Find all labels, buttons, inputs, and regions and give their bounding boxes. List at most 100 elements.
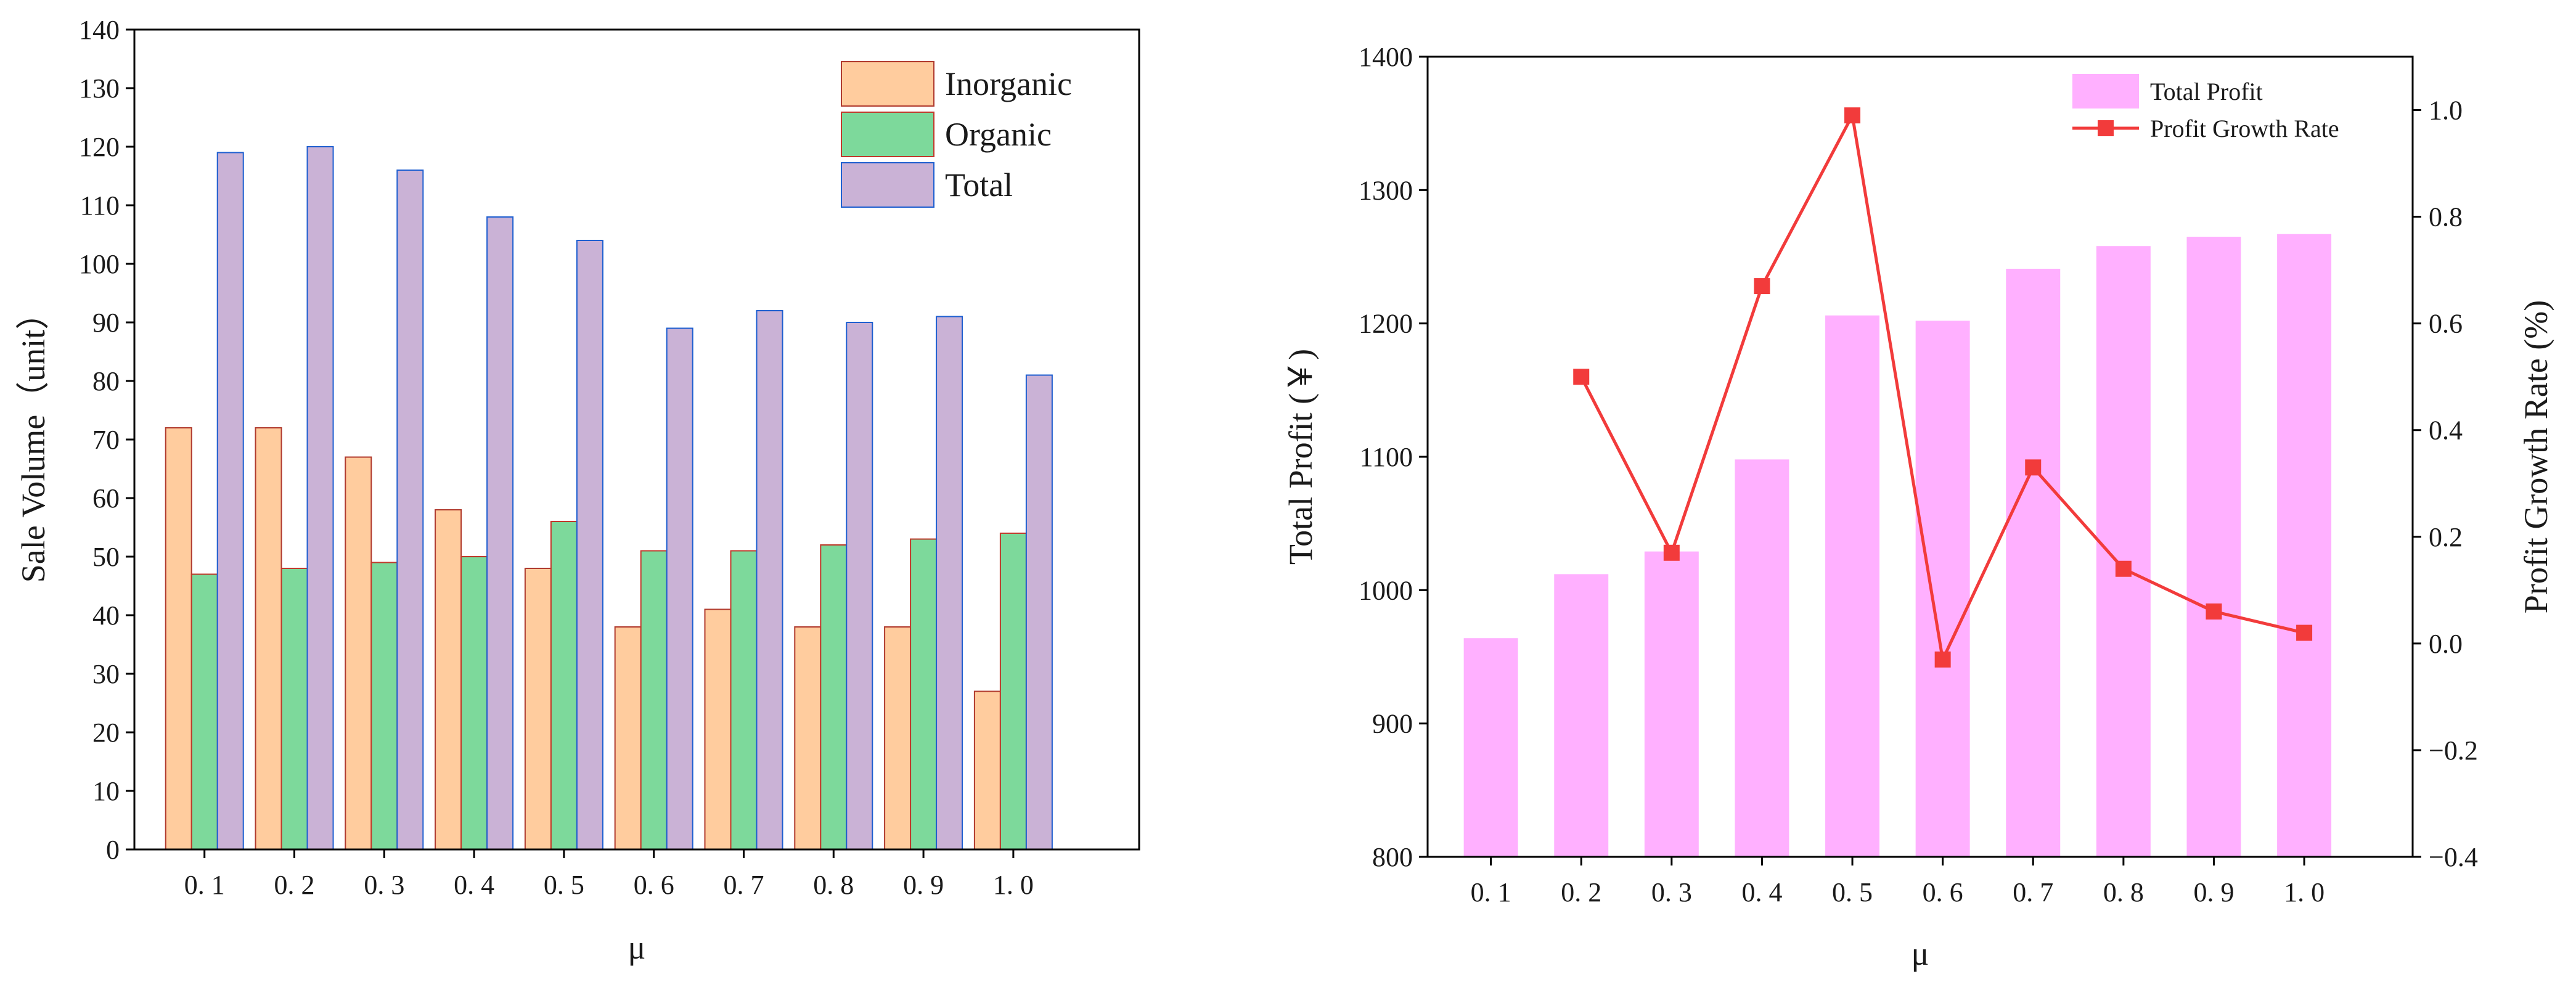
- y-tick-label: 70: [92, 425, 120, 455]
- bar-inorganic-1-0: [973, 690, 1001, 850]
- y2-tick-label: 1.0: [2429, 96, 2463, 126]
- point-profit-growth-0-5: [1844, 107, 1861, 124]
- legend-swatch-total: [841, 162, 934, 208]
- bar-total-profit-0-8: [2096, 246, 2151, 857]
- bar-inorganic-0-7: [704, 608, 732, 850]
- legend-swatch-organic: [841, 112, 934, 157]
- bar-inorganic-0-4: [435, 509, 462, 850]
- bar-inorganic-0-5: [524, 568, 552, 850]
- bar-total-profit-0-6: [1915, 321, 1970, 857]
- total-profit-x-axis-title: μ: [1912, 935, 1929, 972]
- x-tick-label: 0. 2: [274, 870, 315, 900]
- bar-inorganic-0-3: [345, 456, 372, 850]
- y-tick-label: 130: [79, 73, 120, 104]
- bar-organic-0-2: [280, 568, 308, 850]
- y-tick-label: 1100: [1360, 442, 1413, 472]
- legend-swatch-total-profit: [2072, 74, 2139, 108]
- sale-volume-x-ticks: 0. 1 0. 2 0. 3 0. 4 0. 5 0. 6 0. 7 0. 8 0. 9 1. 0: [184, 849, 1034, 900]
- legend-label-organic: Organic: [945, 116, 1052, 153]
- bar-organic-0-9: [910, 538, 938, 850]
- legend-label-profit-growth: Profit Growth Rate: [2150, 115, 2339, 142]
- point-profit-growth-1-0: [2296, 624, 2313, 641]
- total-profit-y-axis-title: Total Profit (￥): [1282, 349, 1319, 565]
- bar-total-profit-0-2: [1554, 574, 1609, 857]
- legend-label-total-profit: Total Profit: [2150, 78, 2263, 105]
- bar-inorganic-0-9: [884, 626, 912, 850]
- legend-marker-profit-growth: [2098, 120, 2114, 136]
- bar-inorganic-0-6: [614, 626, 642, 850]
- y-tick-label: 60: [92, 483, 120, 514]
- y-tick-label: 140: [79, 15, 120, 45]
- bar-organic-0-4: [460, 556, 488, 850]
- x-tick-label: 0. 1: [1471, 877, 1511, 907]
- bar-total-0-4: [486, 216, 514, 850]
- x-tick-label: 1. 0: [2284, 877, 2325, 907]
- x-tick-label: 0. 7: [723, 870, 764, 900]
- x-tick-label: 0. 6: [634, 870, 674, 900]
- growth-rate-y2-axis-title: Profit Growth Rate (%): [2517, 300, 2554, 613]
- bar-organic-0-3: [370, 562, 398, 850]
- x-tick-label: 0. 1: [184, 870, 225, 900]
- y-tick-label: 30: [92, 659, 120, 689]
- bar-organic-0-7: [730, 550, 758, 850]
- y2-tick-label: 0.2: [2429, 522, 2463, 552]
- point-profit-growth-0-9: [2206, 603, 2222, 620]
- bar-organic-0-6: [640, 550, 668, 850]
- total-profit-x-ticks: 0. 1 0. 2 0. 3 0. 4 0. 5 0. 6 0. 7 0. 8 0. 9 1. 0: [1471, 857, 2325, 907]
- x-tick-label: 0. 6: [1923, 877, 1963, 907]
- bar-organic-0-8: [820, 544, 848, 850]
- point-profit-growth-0-8: [2115, 560, 2132, 577]
- x-tick-label: 0. 8: [2103, 877, 2144, 907]
- x-tick-label: 0. 7: [2013, 877, 2053, 907]
- y2-tick-label: −0.4: [2429, 842, 2478, 872]
- y-tick-label: 120: [79, 132, 120, 162]
- sale-volume-y-ticks: 0 10 20 30 40 50 60 70 80 90 100 110 120 130 140: [79, 15, 134, 865]
- bar-total-0-6: [666, 327, 693, 850]
- x-tick-label: 0. 4: [454, 870, 494, 900]
- legend-label-inorganic: Inorganic: [945, 65, 1072, 102]
- point-profit-growth-0-6: [1934, 651, 1951, 668]
- total-profit-bars: [1463, 234, 2332, 857]
- bar-total-profit-0-4: [1735, 459, 1789, 857]
- y-tick-label: 110: [80, 190, 120, 221]
- bar-total-0-8: [846, 322, 873, 850]
- x-tick-label: 0. 8: [813, 870, 854, 900]
- point-profit-growth-0-4: [1754, 278, 1770, 295]
- y-tick-label: 90: [92, 308, 120, 338]
- bar-total-0-1: [216, 152, 244, 850]
- y-tick-label: 80: [92, 366, 120, 396]
- bar-organic-1-0: [999, 533, 1027, 850]
- y-tick-label: 1000: [1359, 575, 1413, 605]
- y2-tick-label: 0.8: [2429, 202, 2463, 232]
- y-tick-label: 1300: [1359, 175, 1413, 205]
- y-tick-label: 900: [1372, 709, 1413, 739]
- point-profit-growth-0-2: [1573, 369, 1590, 385]
- sale-volume-bars: [165, 146, 1053, 850]
- bar-total-profit-0-5: [1825, 315, 1880, 857]
- y2-tick-label: 0.6: [2429, 309, 2463, 339]
- x-tick-label: 1. 0: [993, 870, 1034, 900]
- bar-organic-0-1: [190, 573, 218, 850]
- bar-total-profit-0-1: [1463, 638, 1518, 857]
- bar-total-0-3: [396, 170, 424, 850]
- bar-total-1-0: [1025, 374, 1053, 850]
- x-tick-label: 0. 4: [1741, 877, 1782, 907]
- y-tick-label: 0: [106, 835, 120, 865]
- legend-swatch-inorganic: [841, 61, 934, 107]
- bar-total-0-9: [936, 316, 963, 850]
- sale-volume-x-axis-title: μ: [628, 929, 646, 966]
- profit-growth-line: [1573, 107, 2313, 668]
- y-tick-label: 50: [92, 542, 120, 572]
- y-tick-label: 1400: [1359, 42, 1413, 72]
- bar-total-0-2: [306, 146, 334, 850]
- bar-total-profit-1-0: [2277, 234, 2332, 857]
- total-profit-legend: Total Profit Profit Growth Rate: [2072, 74, 2339, 142]
- y2-tick-label: 0.0: [2429, 629, 2463, 659]
- y2-tick-label: −0.2: [2429, 735, 2478, 766]
- total-profit-chart: 800 900 1000 1100 1200 1300 1400 −0.4 −0.2 0.0 0.…: [1282, 42, 2554, 972]
- x-tick-label: 0. 2: [1561, 877, 1601, 907]
- x-tick-label: 0. 9: [903, 870, 944, 900]
- bar-total-0-5: [576, 240, 603, 850]
- x-tick-label: 0. 5: [1832, 877, 1873, 907]
